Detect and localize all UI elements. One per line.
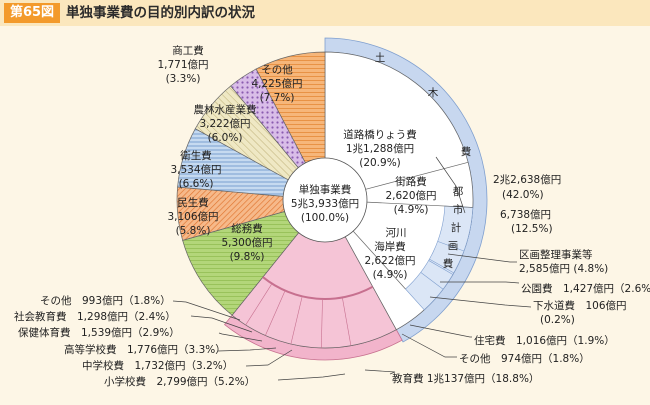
label-park: 公園費 1,427億円（2.6%）: [521, 282, 650, 295]
ring-char-to: 都: [453, 186, 464, 198]
label-road-name: 道路橋りょう費: [343, 128, 417, 141]
label-toshi-amount: 6,738億円: [500, 208, 551, 221]
label-housing: 住宅費 1,016億円（1.9%）: [474, 334, 615, 347]
label-river-amount: 2,622億円: [364, 254, 415, 267]
ring-char-ga: 画: [448, 240, 459, 252]
label-river-name1: 河川: [386, 227, 407, 239]
label-somu-pct: (9.8%): [230, 251, 265, 263]
divider-toshi-3: [420, 272, 444, 290]
ring-char-hi2: 費: [443, 257, 454, 270]
ring-char-kei: 計: [451, 221, 462, 234]
figure-number: 第65図: [4, 3, 60, 23]
dividers: [245, 161, 474, 348]
label-minsei-amount: 3,106億円: [167, 210, 218, 223]
label-somu-name: 総務費: [231, 222, 263, 235]
label-shoko-amount: 1,771億円: [157, 58, 208, 71]
divider-edu-1: [320, 299, 323, 348]
label-other-name: その他: [261, 63, 293, 76]
label-shakai: 社会教育費 1,298億円（2.4%）: [14, 310, 176, 323]
ring-char-do: 土: [375, 51, 386, 64]
page-title: 単独事業費の目的別内訳の状況: [66, 5, 255, 21]
label-chugaku: 中学校費 1,732億円（3.2%）: [82, 359, 233, 372]
label-street-pct: (4.9%): [394, 204, 429, 216]
label-eisei-pct: (6.6%): [179, 178, 214, 190]
slice-education: [231, 199, 397, 349]
label-river-pct: (4.9%): [373, 269, 408, 281]
label-koko: 高等学校費 1,776億円（3.3%）: [64, 343, 226, 356]
label-other-amount: 4,225億円: [251, 77, 302, 90]
title-bar: 第65図 単独事業費の目的別内訳の状況: [0, 0, 650, 26]
divider-doboku-0: [365, 161, 469, 190]
label-shoko-pct: (3.3%): [166, 73, 201, 85]
label-doboku-pct: (42.0%): [502, 189, 544, 201]
label-kukaku-name: 区画整理事業等: [519, 248, 593, 261]
label-minsei-name: 民生費: [177, 196, 209, 209]
label-other-pct: (7.7%): [260, 92, 295, 104]
label-norin-amount: 3,222億円: [199, 117, 250, 130]
label-doboku-amount: 2兆2,638億円: [493, 173, 561, 186]
divider-toshi-2: [428, 260, 454, 275]
center-percent: (100.0%): [301, 212, 349, 224]
center-disc: [282, 157, 368, 243]
label-edu-other: その他 993億円（1.8%）: [40, 294, 171, 307]
divider-doboku-1: [366, 201, 473, 208]
label-street-name: 街路費: [395, 175, 427, 188]
label-toshi-pct: (12.5%): [511, 223, 553, 235]
label-hoken: 保健体育費 1,539億円（2.9%）: [18, 326, 180, 339]
center-amount: 5兆3,933億円: [291, 197, 359, 210]
ring-char-shi: 市: [453, 203, 464, 216]
ring-toshi: [405, 205, 474, 311]
label-kukaku-amount: 2,585億円 (4.8%): [519, 262, 608, 275]
center-label: 単独事業費: [299, 183, 352, 196]
label-sewer-pct: (0.2%): [540, 314, 575, 326]
ring-char-hi: 費: [461, 145, 472, 158]
divider-edu-2: [290, 297, 303, 345]
label-road-amount: 1兆1,288億円: [346, 142, 414, 155]
label-shogaku: 小学校費 2,799億円（5.2%）: [104, 375, 255, 388]
divider-toshi-0: [437, 241, 465, 252]
divider-edu-4: [245, 284, 272, 326]
label-norin-pct: (6.0%): [208, 132, 243, 144]
divider-toshi-1: [429, 258, 454, 274]
label-minsei-pct: (5.8%): [176, 225, 211, 237]
label-doboku-other: その他 974億円（1.8%）: [459, 352, 590, 365]
label-somu-amount: 5,300億円: [221, 236, 272, 249]
label-river-name2: 海岸費: [374, 240, 406, 253]
label-education: 教育費 1兆137億円（18.8%）: [392, 372, 539, 385]
label-road-pct: (20.9%): [359, 157, 401, 169]
divider-edu-0: [342, 298, 352, 346]
label-eisei-name: 衛生費: [180, 149, 212, 162]
leader-lines: [172, 156, 532, 381]
divider-doboku-2: [352, 230, 406, 290]
label-eisei-amount: 3,534億円: [170, 163, 221, 176]
label-shoko-name: 商工費: [172, 44, 204, 57]
label-street-amount: 2,620億円: [385, 189, 436, 202]
label-norin-name: 農林水産業費: [194, 103, 257, 116]
ring-char-boku: 木: [428, 87, 439, 99]
divider-edu-3: [265, 291, 285, 336]
label-sewer: 下水道費 106億円: [533, 299, 627, 312]
slice-somu: [182, 199, 326, 316]
